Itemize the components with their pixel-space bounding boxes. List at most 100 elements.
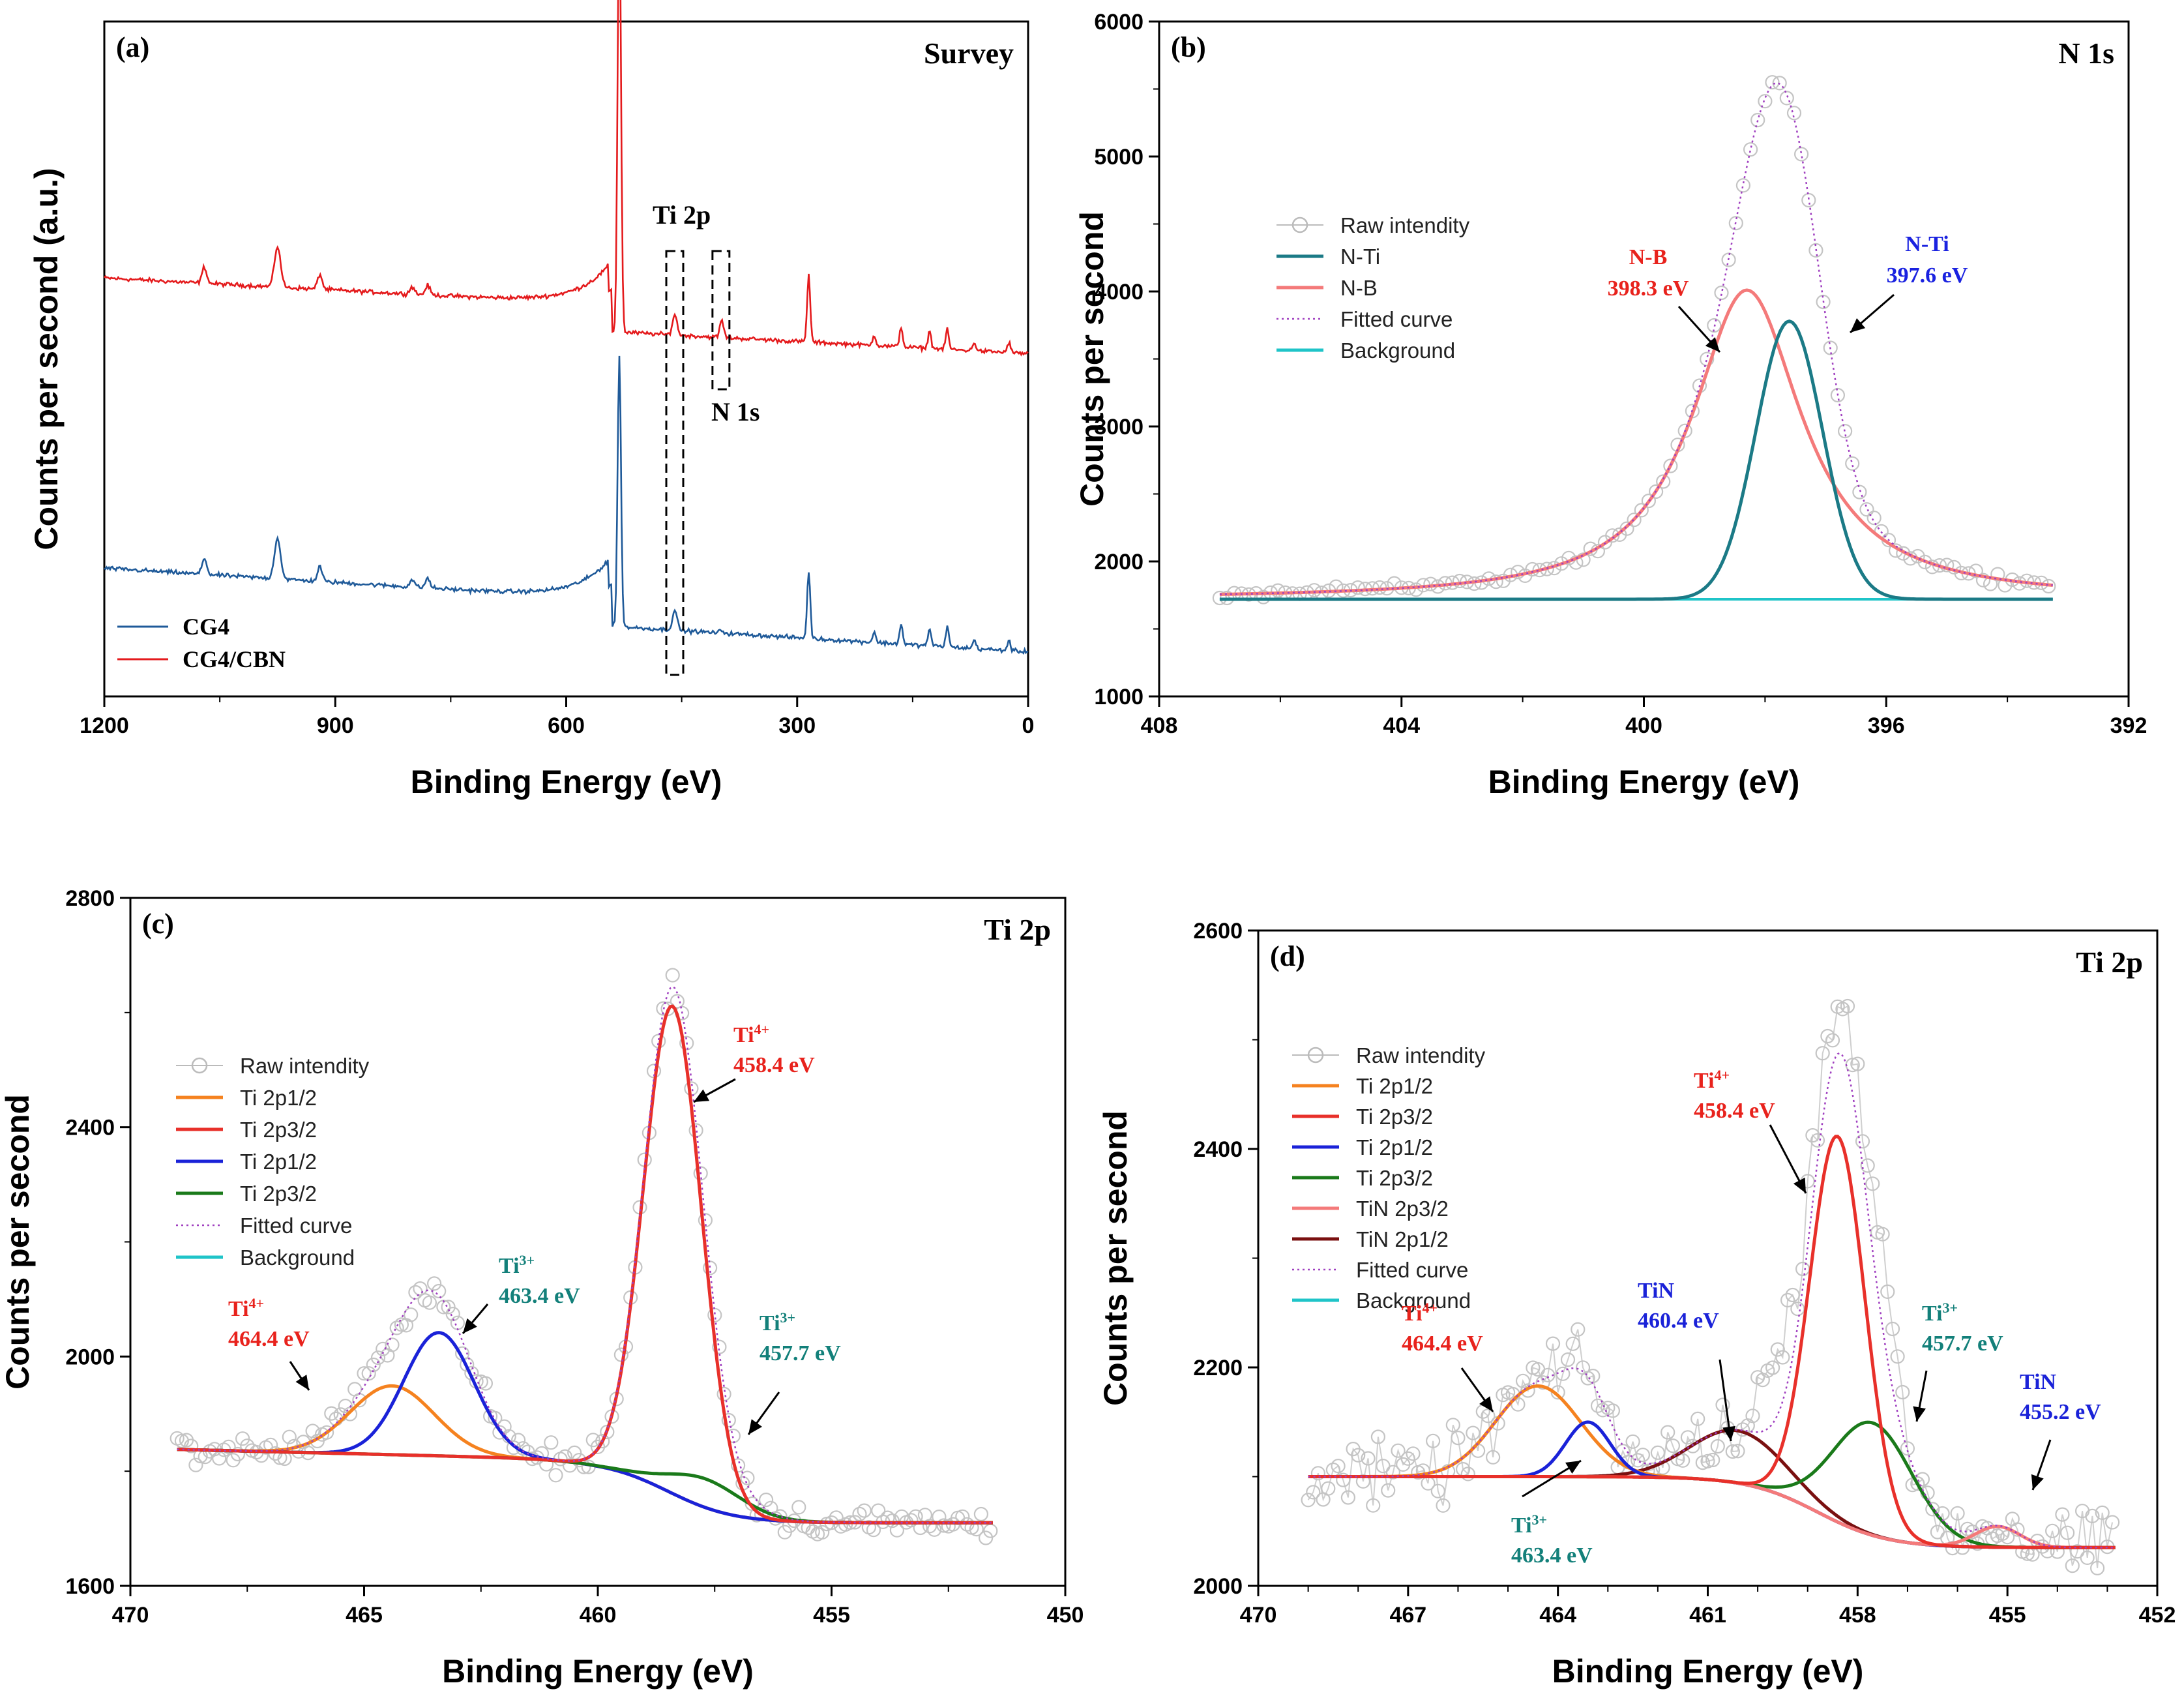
x-tick-label: 470 <box>112 1603 149 1628</box>
x-tick-label: 458 <box>1839 1603 1876 1628</box>
annotation-ion: Ti3+ <box>1511 1512 1547 1538</box>
raw-data-point <box>1310 1466 1326 1481</box>
raw-data-point <box>2060 1525 2075 1540</box>
raw-data-point <box>1631 1453 1645 1468</box>
x-tick-label: 400 <box>1625 713 1662 738</box>
raw-data-point <box>1675 1453 1690 1468</box>
raw-data-point <box>1775 1350 1790 1365</box>
raw-data-point <box>1535 1375 1550 1390</box>
raw-data-point <box>1830 387 1845 403</box>
raw-data-point <box>1816 294 1831 310</box>
raw-data-point <box>2090 1560 2105 1575</box>
legend-label: Ti 2p3/2 <box>240 1182 317 1206</box>
raw-data-point <box>1256 589 1271 604</box>
raw-data-point <box>324 1406 339 1421</box>
raw-data-point <box>936 1518 951 1533</box>
raw-data-point <box>791 1500 806 1515</box>
raw-data-point <box>1790 1302 1805 1317</box>
raw-data-point <box>506 1440 522 1455</box>
raw-data-point <box>1656 474 1671 489</box>
x-tick-label: 900 <box>317 713 354 738</box>
annotation-nb-name: N-B <box>1629 245 1668 269</box>
x-axis-title: Binding Energy (eV) <box>1552 1653 1864 1690</box>
x-tick-label: 465 <box>346 1603 383 1628</box>
legend-label: Raw intendity <box>1356 1043 1486 1067</box>
raw-data-line <box>1307 1005 2114 1568</box>
legend-item: Fitted curve <box>1276 307 1453 331</box>
raw-data-point <box>174 1433 189 1448</box>
raw-data-point <box>1820 1028 1835 1044</box>
series-line-CG4 <box>104 355 1029 655</box>
raw-data-point <box>665 968 680 983</box>
raw-data-point <box>2105 1515 2120 1530</box>
raw-data-point <box>230 1446 245 1462</box>
raw-data-point <box>1855 1134 1870 1149</box>
raw-data-point <box>1685 1438 1700 1453</box>
legend-label: TiN 2p3/2 <box>1356 1197 1449 1221</box>
raw-data-point <box>1321 1481 1336 1496</box>
raw-data-point <box>1728 216 1743 231</box>
y-tick-label: 2400 <box>1193 1137 1243 1162</box>
raw-data-point <box>1865 1176 1880 1191</box>
raw-data-point <box>1755 1373 1770 1388</box>
raw-data-point <box>1805 1127 1820 1143</box>
raw-data-point <box>1649 484 1664 499</box>
annotation-arrowhead <box>295 1375 309 1390</box>
y-tick-label: 2600 <box>1193 919 1243 944</box>
annotation-arrowhead <box>463 1318 477 1333</box>
raw-data-point <box>922 1519 937 1534</box>
legend-item: Background <box>1292 1288 1471 1313</box>
raw-data-point <box>730 1458 746 1473</box>
panel-title: Ti 2p <box>984 913 1051 946</box>
fitted-curve <box>1308 1052 2116 1549</box>
raw-data-point <box>758 1493 774 1508</box>
raw-data-point <box>1565 1336 1580 1351</box>
raw-data-point <box>1880 1284 1895 1300</box>
raw-data-point <box>1786 106 1802 121</box>
x-tick-label: 404 <box>1383 713 1420 738</box>
raw-data-point <box>1406 1446 1421 1461</box>
raw-data-point <box>1867 511 1881 526</box>
legend-label: Ti 2p3/2 <box>1356 1166 1433 1190</box>
n1s-annotation: N 1s <box>711 397 760 426</box>
raw-data-point <box>426 1276 442 1291</box>
raw-data-point <box>1627 513 1642 528</box>
raw-data-point <box>1735 178 1750 193</box>
component-line <box>177 1331 993 1525</box>
raw-data-point <box>221 1439 236 1454</box>
annotation-nb-value: 398.3 eV <box>1608 276 1689 301</box>
raw-data-point <box>1301 1493 1316 1508</box>
legend-label: Background <box>1356 1288 1471 1313</box>
raw-data-point <box>184 1438 199 1453</box>
legend-label: N-Ti <box>1340 245 1380 269</box>
raw-data-point <box>1545 1336 1561 1351</box>
raw-data-point <box>1785 1287 1800 1303</box>
raw-data-point <box>319 1425 334 1440</box>
raw-data-point <box>1385 1465 1400 1480</box>
x-tick-label: 452 <box>2139 1603 2176 1628</box>
legend-item: Raw intendity <box>1276 213 1470 237</box>
raw-data-point <box>1271 583 1286 598</box>
raw-data-point <box>1890 1349 1905 1364</box>
raw-data-point <box>254 1448 269 1463</box>
fitted-curve <box>1219 82 2053 595</box>
raw-data-point <box>357 1366 372 1381</box>
raw-data-point <box>1366 1498 1381 1513</box>
raw-data-point <box>2065 1558 2080 1573</box>
legend-item: Ti 2p3/2 <box>176 1182 317 1206</box>
raw-data-point <box>829 1510 844 1525</box>
component-line <box>177 1384 993 1525</box>
raw-data-point <box>1743 142 1758 157</box>
raw-data-point <box>1714 285 1729 301</box>
raw-data-point <box>1765 1360 1780 1375</box>
legend-marker <box>1307 1047 1324 1064</box>
component-line-n-ti <box>1219 319 2053 601</box>
raw-data-point <box>1794 147 1809 162</box>
raw-data-point <box>1990 567 2005 582</box>
raw-data-point <box>1677 423 1692 438</box>
raw-data-point <box>1663 458 1678 473</box>
annotation-ion: Ti3+ <box>499 1252 535 1279</box>
raw-data-point <box>389 1320 404 1335</box>
raw-data-point <box>1370 1429 1385 1444</box>
annotation-arrowhead <box>1913 1406 1926 1422</box>
